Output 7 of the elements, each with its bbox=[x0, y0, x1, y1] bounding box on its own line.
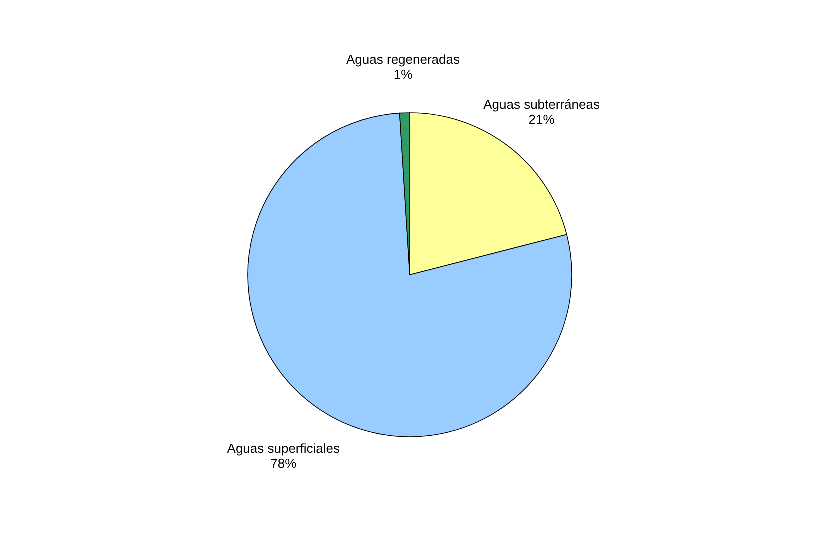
slice-label: Aguas superficiales bbox=[227, 440, 340, 456]
slice-label: Aguas regeneradas bbox=[346, 52, 460, 68]
pie-slice bbox=[248, 112, 572, 438]
data-label: 1% bbox=[394, 67, 414, 82]
data-label: 21% bbox=[528, 112, 556, 128]
data-label: 78% bbox=[270, 456, 298, 471]
slice-label: Aguas subterráneas bbox=[484, 97, 600, 112]
